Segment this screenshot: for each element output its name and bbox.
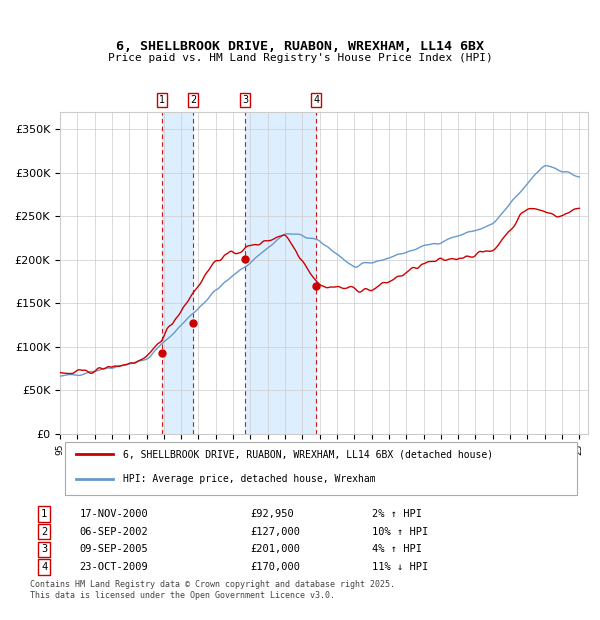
- Bar: [245, 112, 316, 434]
- Text: 11% ↓ HPI: 11% ↓ HPI: [372, 562, 428, 572]
- Text: HPI: Average price, detached house, Wrexham: HPI: Average price, detached house, Wrex…: [124, 474, 376, 484]
- Text: 1: 1: [159, 95, 165, 105]
- Text: 2: 2: [41, 526, 47, 537]
- Text: 4% ↑ HPI: 4% ↑ HPI: [372, 544, 422, 554]
- Text: 17-NOV-2000: 17-NOV-2000: [80, 509, 148, 519]
- Text: 2: 2: [190, 95, 196, 105]
- Bar: [162, 112, 193, 434]
- Text: 1: 1: [41, 509, 47, 519]
- Text: 6, SHELLBROOK DRIVE, RUABON, WREXHAM, LL14 6BX (detached house): 6, SHELLBROOK DRIVE, RUABON, WREXHAM, LL…: [124, 449, 493, 459]
- Text: £127,000: £127,000: [251, 526, 301, 537]
- Text: 23-OCT-2009: 23-OCT-2009: [80, 562, 148, 572]
- Text: 3: 3: [242, 95, 248, 105]
- Text: Contains HM Land Registry data © Crown copyright and database right 2025.
This d: Contains HM Land Registry data © Crown c…: [30, 580, 395, 600]
- Text: £92,950: £92,950: [251, 509, 295, 519]
- Text: 06-SEP-2002: 06-SEP-2002: [80, 526, 148, 537]
- Text: 3: 3: [41, 544, 47, 554]
- Text: £201,000: £201,000: [251, 544, 301, 554]
- FancyBboxPatch shape: [65, 442, 577, 495]
- Text: 4: 4: [313, 95, 319, 105]
- Text: 4: 4: [41, 562, 47, 572]
- Text: Price paid vs. HM Land Registry's House Price Index (HPI): Price paid vs. HM Land Registry's House …: [107, 53, 493, 63]
- Text: 10% ↑ HPI: 10% ↑ HPI: [372, 526, 428, 537]
- Text: 6, SHELLBROOK DRIVE, RUABON, WREXHAM, LL14 6BX: 6, SHELLBROOK DRIVE, RUABON, WREXHAM, LL…: [116, 40, 484, 53]
- Text: 09-SEP-2005: 09-SEP-2005: [80, 544, 148, 554]
- Text: £170,000: £170,000: [251, 562, 301, 572]
- Text: 2% ↑ HPI: 2% ↑ HPI: [372, 509, 422, 519]
